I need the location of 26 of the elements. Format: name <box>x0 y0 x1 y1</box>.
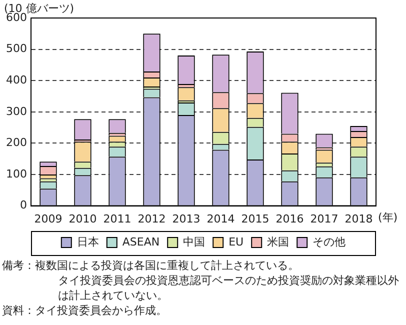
x-tick-label: 2018 <box>344 212 373 226</box>
text: 資料：タイ投資委員会から作成。 <box>2 303 168 318</box>
legend-label: その他 <box>312 235 346 248</box>
text: 備考：複数国による投資は各国に重複して計上されている。 <box>2 258 300 273</box>
y-tick-label: 300 <box>6 104 27 118</box>
legend-label: ASEAN <box>122 235 160 248</box>
x-tick-label: 2009 <box>34 212 62 226</box>
y-tick-label: 100 <box>6 167 27 180</box>
legend-label: EU <box>228 235 244 248</box>
x-tick-label: 2015 <box>241 212 270 226</box>
x-tick-label: 2016 <box>276 212 304 226</box>
x-tick-label: 2014 <box>206 212 235 226</box>
y-tick-label: 200 <box>6 136 27 150</box>
y-tick-label: 0 <box>20 198 27 212</box>
x-tick-label: 2010 <box>68 212 97 226</box>
legend-label: 中国 <box>183 235 206 248</box>
y-tick-label: 500 <box>6 42 27 56</box>
x-tick-label: 2017 <box>310 212 338 226</box>
legend-label: 米国 <box>267 235 290 248</box>
x-tick-label: 2012 <box>138 212 166 226</box>
text: タイ投資委員会の投資恩恵認可ベースのため投資奨励の対象業種以外は計上されていない。 <box>57 273 400 303</box>
x-tick-label: 2011 <box>103 212 132 226</box>
x-axis-title: (年) <box>378 211 398 224</box>
x-tick-label: 2013 <box>172 212 200 226</box>
legend-label: 日本 <box>76 235 99 248</box>
y-tick-label: 400 <box>6 73 27 86</box>
